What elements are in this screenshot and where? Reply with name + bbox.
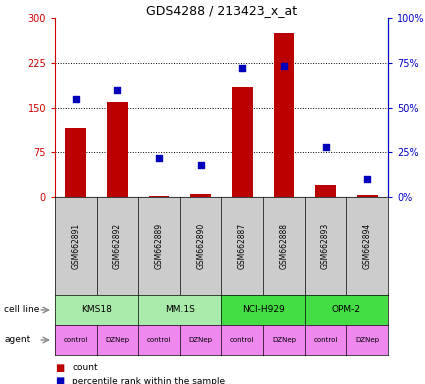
Text: control: control xyxy=(313,337,338,343)
Point xyxy=(239,65,246,71)
Text: control: control xyxy=(147,337,171,343)
Bar xyxy=(232,87,253,197)
Text: DZNep: DZNep xyxy=(189,337,212,343)
Point xyxy=(114,86,121,93)
Point xyxy=(197,162,204,168)
Bar xyxy=(190,194,211,197)
Text: control: control xyxy=(64,337,88,343)
Text: percentile rank within the sample: percentile rank within the sample xyxy=(72,377,225,384)
Text: GSM662893: GSM662893 xyxy=(321,223,330,269)
Text: GSM662892: GSM662892 xyxy=(113,223,122,269)
Point xyxy=(364,176,371,182)
Point xyxy=(322,144,329,150)
Text: DZNep: DZNep xyxy=(272,337,296,343)
Text: GSM662890: GSM662890 xyxy=(196,223,205,269)
Bar xyxy=(315,185,336,197)
Point xyxy=(280,63,287,70)
Text: cell line: cell line xyxy=(4,306,40,314)
Text: control: control xyxy=(230,337,255,343)
Bar xyxy=(107,101,128,197)
Text: NCI-H929: NCI-H929 xyxy=(242,306,284,314)
Text: DZNep: DZNep xyxy=(105,337,130,343)
Text: ■: ■ xyxy=(55,362,64,372)
Text: GSM662894: GSM662894 xyxy=(363,223,372,269)
Title: GDS4288 / 213423_x_at: GDS4288 / 213423_x_at xyxy=(146,4,297,17)
Text: ■: ■ xyxy=(55,376,64,384)
Bar xyxy=(65,128,86,197)
Text: agent: agent xyxy=(4,336,31,344)
Point xyxy=(156,154,162,161)
Text: MM.1S: MM.1S xyxy=(165,306,195,314)
Text: OPM-2: OPM-2 xyxy=(332,306,361,314)
Text: GSM662889: GSM662889 xyxy=(155,223,164,269)
Bar xyxy=(357,195,377,197)
Text: GSM662888: GSM662888 xyxy=(280,223,289,269)
Text: DZNep: DZNep xyxy=(355,337,379,343)
Text: KMS18: KMS18 xyxy=(81,306,112,314)
Text: GSM662887: GSM662887 xyxy=(238,223,247,269)
Text: GSM662891: GSM662891 xyxy=(71,223,80,269)
Text: count: count xyxy=(72,363,98,372)
Bar xyxy=(149,196,170,197)
Point xyxy=(72,96,79,102)
Bar xyxy=(274,33,295,197)
